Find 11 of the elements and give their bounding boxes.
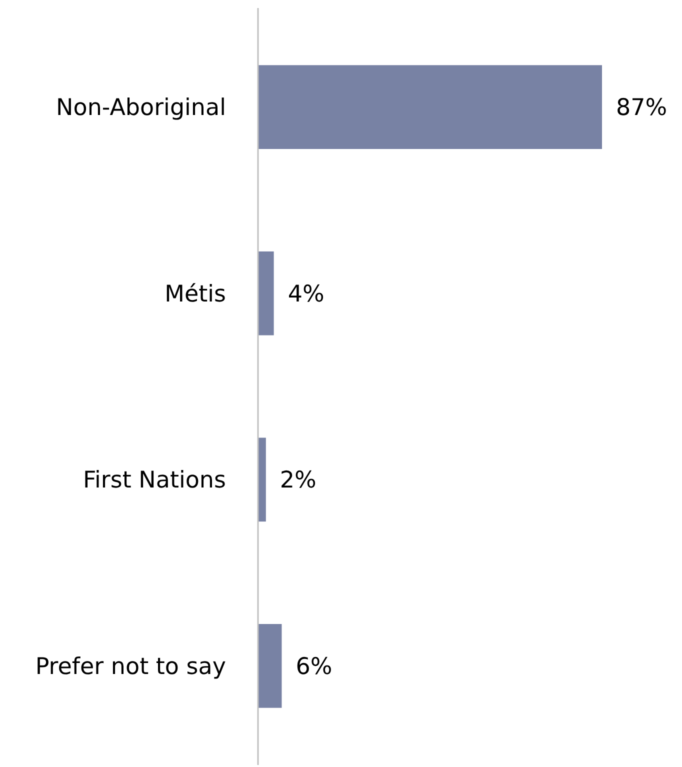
data-label: 4% xyxy=(288,281,324,308)
bar xyxy=(258,624,282,708)
data-label: 87% xyxy=(616,95,668,122)
y-tick-label: Non-Aboriginal xyxy=(56,95,226,122)
y-tick-label: Métis xyxy=(164,281,226,308)
y-tick-label: Prefer not to say xyxy=(35,654,226,680)
y-tick-label: First Nations xyxy=(82,468,226,494)
bar xyxy=(258,251,274,336)
data-label: 2% xyxy=(280,468,316,494)
bar xyxy=(258,65,602,149)
data-label: 6% xyxy=(296,654,332,680)
